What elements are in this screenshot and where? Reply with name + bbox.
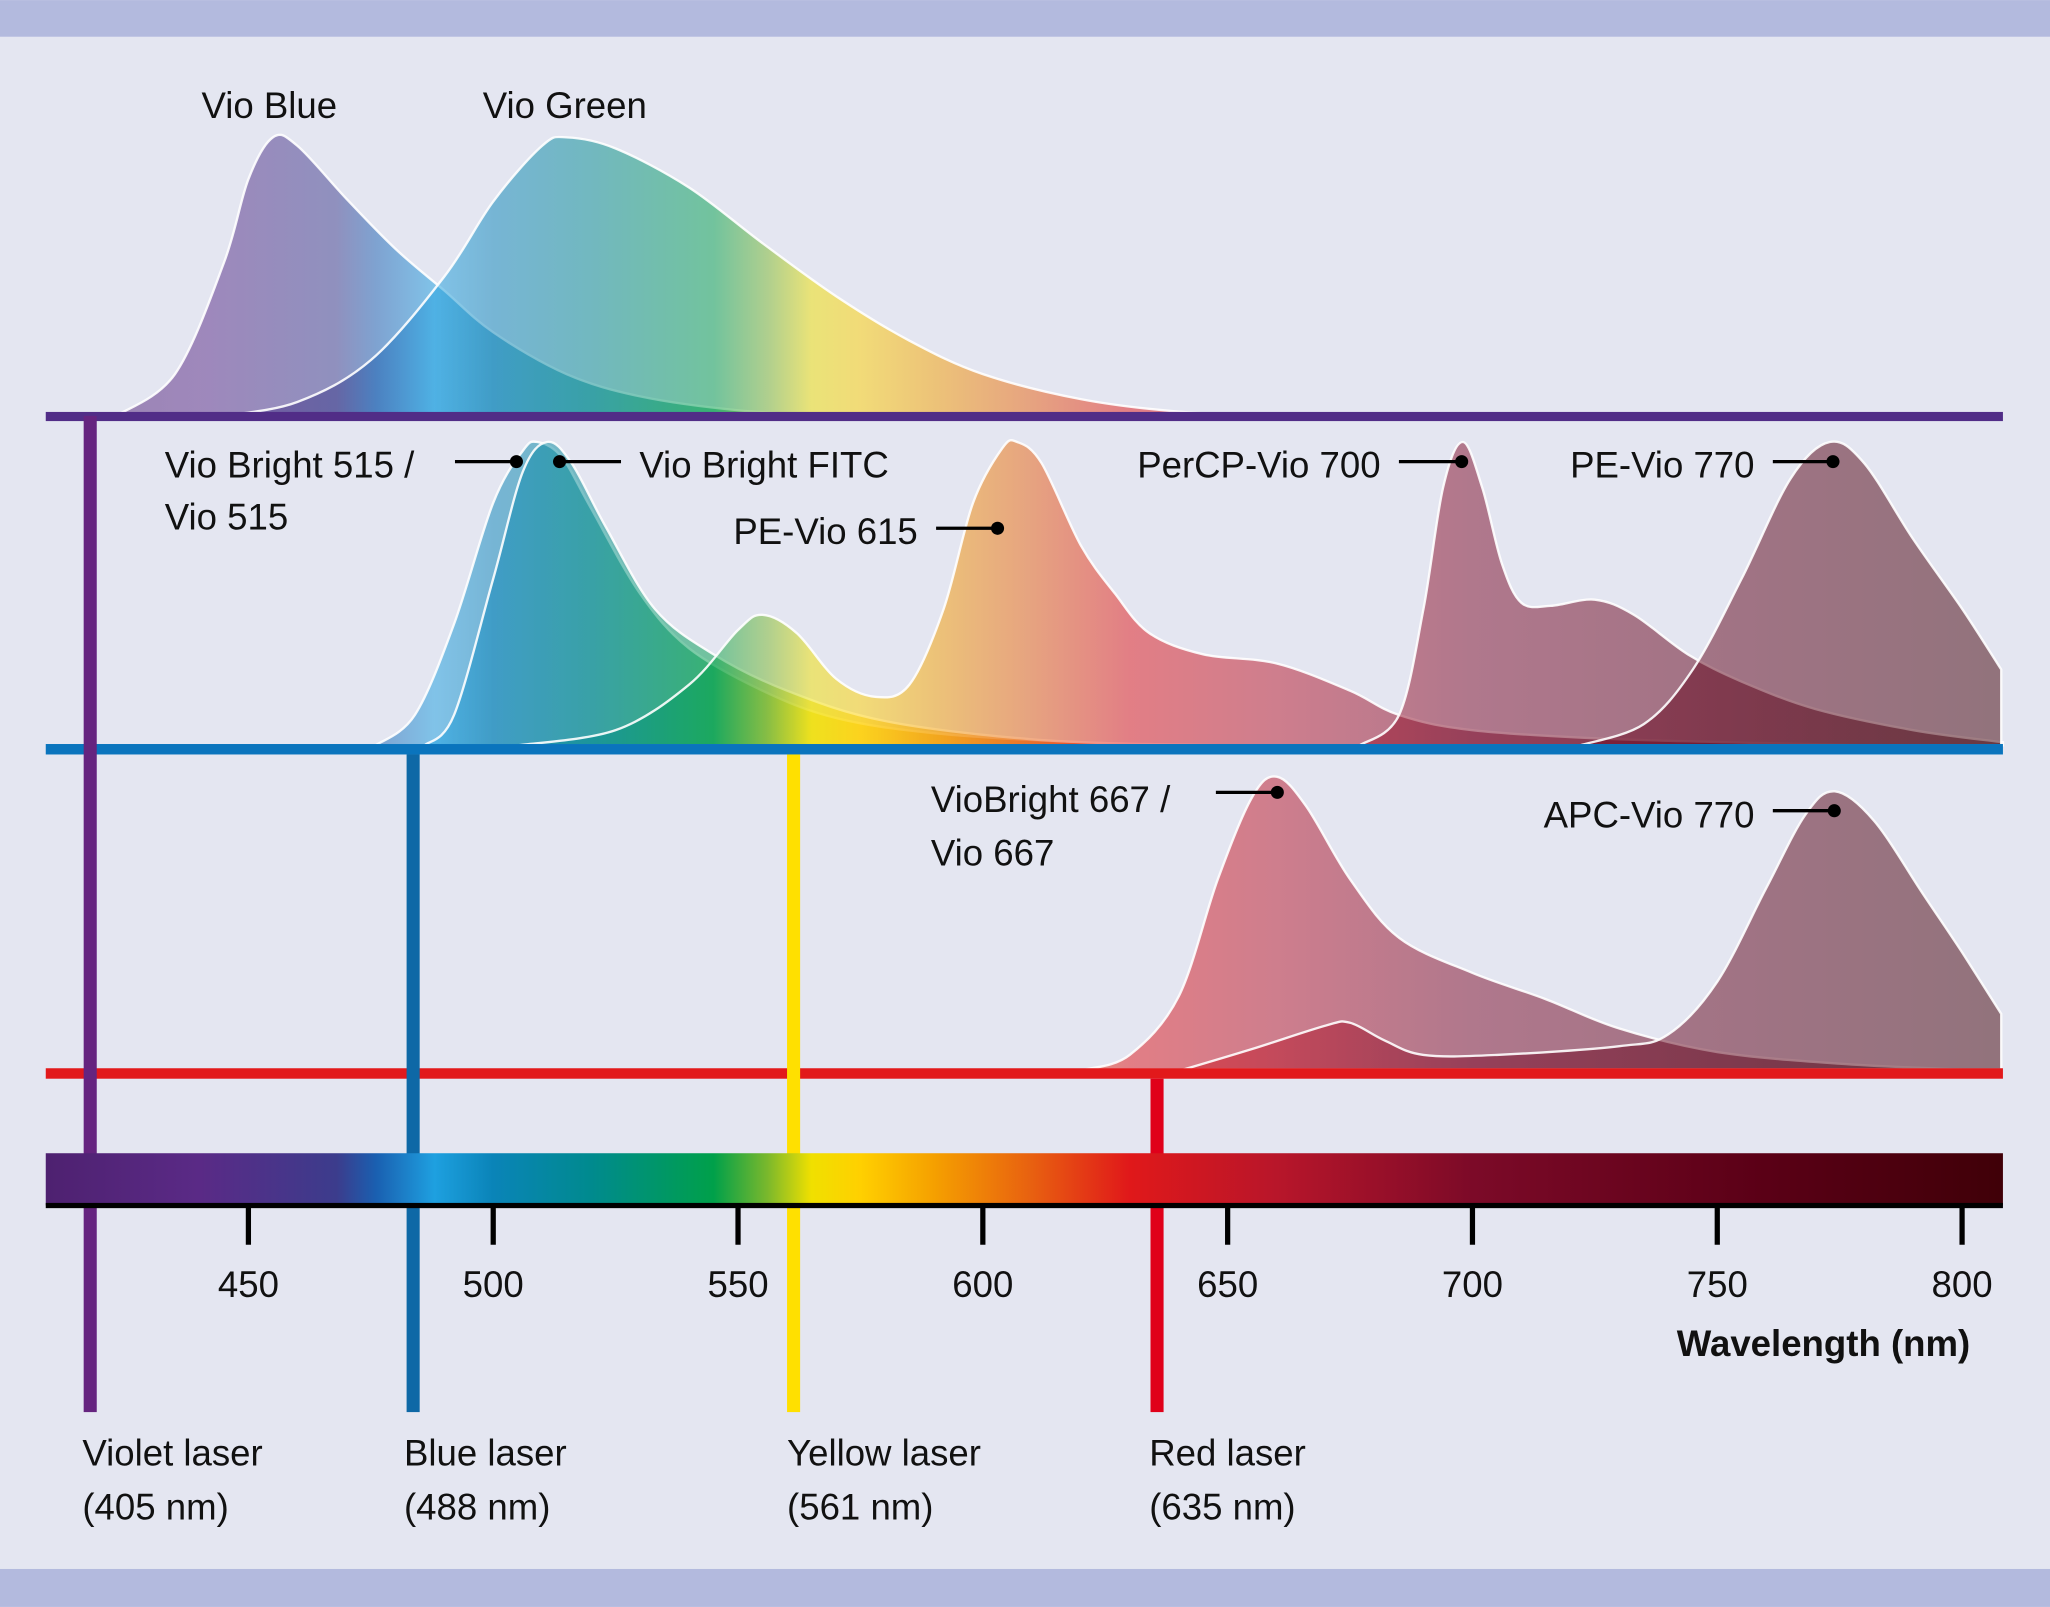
- label-pe-vio-615: PE-Vio 615: [733, 511, 917, 552]
- label-pe-vio-770: PE-Vio 770: [1570, 444, 1754, 485]
- x-tick: [1469, 1205, 1476, 1245]
- violet-laser-label: Violet laser: [82, 1433, 262, 1474]
- laser-labels: Violet laser (405 nm) Blue laser (488 nm…: [82, 1433, 1305, 1528]
- leader-dot: [553, 455, 567, 469]
- x-tick-labels: 450 500 550 600 650 700 750 800: [218, 1264, 1993, 1305]
- red-laser-label: Red laser: [1149, 1433, 1306, 1474]
- label-percp-vio-700: PerCP-Vio 700: [1137, 444, 1380, 485]
- blue-baseline: [45, 744, 2003, 755]
- label-vio-bright-fitc: Vio Bright FITC: [639, 444, 888, 485]
- dye-labels: Vio Blue Vio Green Vio Bright 515 / Vio …: [165, 85, 1755, 874]
- curve-vio-green: [223, 135, 1277, 418]
- red-laser-wavelength: (635 nm): [1149, 1486, 1295, 1527]
- leader-dot: [509, 455, 523, 469]
- x-tick: [735, 1205, 741, 1245]
- laser-line-yellow: [787, 754, 801, 1413]
- laser-line-red: [1150, 1078, 1164, 1413]
- tick-label: 650: [1197, 1264, 1258, 1305]
- x-tick: [1714, 1205, 1720, 1245]
- label-vio-667: Vio 667: [931, 833, 1054, 874]
- x-axis-line: [45, 1202, 2003, 1209]
- curve-pe-vio-770: [1579, 440, 2003, 747]
- tick-label: 750: [1687, 1264, 1748, 1305]
- label-vio-blue: Vio Blue: [202, 85, 338, 126]
- violet-baseline: [45, 411, 2003, 422]
- tick-label: 500: [463, 1264, 524, 1305]
- label-viobright-667: VioBright 667 /: [931, 779, 1171, 820]
- x-tick: [490, 1205, 496, 1245]
- top-band: [0, 0, 2050, 37]
- violet-laser-wavelength: (405 nm): [82, 1486, 228, 1527]
- x-tick: [245, 1205, 252, 1245]
- leader-dot: [991, 521, 1005, 535]
- yellow-laser-wavelength: (561 nm): [787, 1486, 933, 1527]
- emission-curves: [112, 133, 2005, 1071]
- blue-laser-wavelength: (488 nm): [404, 1486, 550, 1527]
- leader-dot: [1827, 804, 1841, 818]
- spectrum-bar: [45, 1153, 2003, 1206]
- leader-dot: [1455, 455, 1469, 469]
- tick-label: 700: [1442, 1264, 1503, 1305]
- bottom-band: [0, 1568, 2050, 1607]
- leader-dot: [1826, 455, 1840, 469]
- tick-label: 800: [1932, 1264, 1993, 1305]
- label-apc-vio-770: APC-Vio 770: [1544, 795, 1755, 836]
- tick-label: 450: [218, 1264, 279, 1305]
- label-vio-bright-515: Vio Bright 515 /: [165, 444, 415, 485]
- curve-apc-vio-770: [1183, 790, 2003, 1071]
- x-tick: [980, 1205, 986, 1245]
- yellow-laser-label: Yellow laser: [787, 1433, 981, 1474]
- red-baseline: [45, 1068, 2003, 1079]
- laser-line-blue: [406, 754, 420, 1413]
- x-tick: [1959, 1205, 1965, 1245]
- tick-label: 600: [952, 1264, 1013, 1305]
- label-vio-515: Vio 515: [165, 497, 288, 538]
- leader-dot: [1270, 785, 1284, 799]
- x-axis-label: Wavelength (nm): [1677, 1323, 1970, 1364]
- blue-laser-label: Blue laser: [404, 1433, 567, 1474]
- label-vio-green: Vio Green: [483, 85, 647, 126]
- label-leaders: [454, 455, 1841, 818]
- laser-line-violet: [83, 415, 97, 1413]
- tick-label: 550: [707, 1264, 768, 1305]
- x-tick: [1225, 1205, 1231, 1245]
- x-ticks: [245, 1205, 1965, 1245]
